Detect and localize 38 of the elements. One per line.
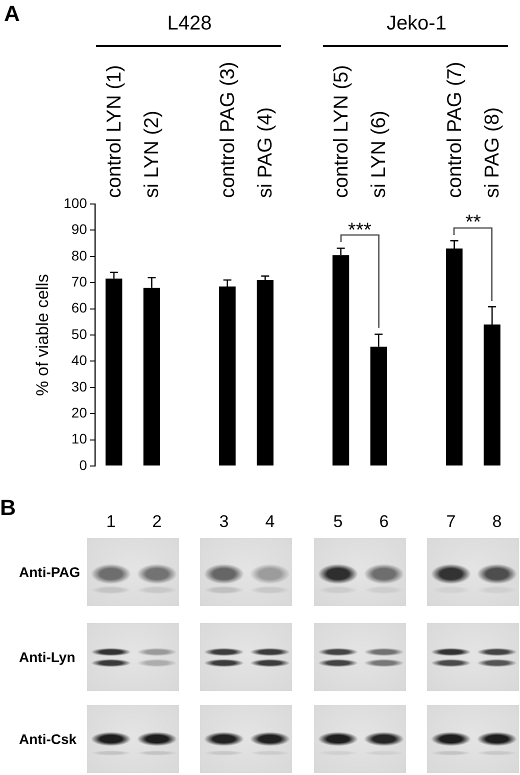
y-tick-label: 0 bbox=[79, 456, 88, 473]
category-label: 1 bbox=[106, 512, 116, 532]
category-label: 3 bbox=[219, 512, 229, 532]
x-tick-label: control PAG (3) bbox=[216, 62, 239, 198]
x-tick-label: si PAG (8) bbox=[482, 107, 504, 198]
text: A bbox=[4, 1, 20, 26]
x-tick-label: si LYN (6) bbox=[368, 110, 390, 198]
category-label: 5 bbox=[333, 512, 343, 532]
y-tick-label: 50 bbox=[71, 326, 88, 342]
y-tick-label: 10 bbox=[71, 430, 88, 447]
annotation: ** bbox=[465, 212, 482, 234]
y-axis-title: % of viable cells bbox=[32, 274, 52, 396]
bar bbox=[256, 280, 274, 466]
y-tick-label: 90 bbox=[71, 221, 88, 238]
y-tick-label: 60 bbox=[71, 300, 88, 316]
category-label: 2 bbox=[152, 512, 162, 532]
y-tick-label: 80 bbox=[71, 247, 88, 264]
x-tick-label: control PAG (7) bbox=[444, 62, 466, 198]
category-label: 8 bbox=[492, 512, 502, 532]
y-tick-label: 30 bbox=[71, 378, 88, 394]
category-label: Anti-PAG bbox=[19, 564, 80, 580]
y-tick-label: 20 bbox=[71, 404, 88, 420]
text: B bbox=[0, 495, 16, 520]
x-tick-label: control LYN (5) bbox=[330, 64, 352, 198]
x-tick-label: control LYN (1) bbox=[103, 64, 126, 198]
text: L428 bbox=[167, 12, 212, 35]
y-tick-label: 70 bbox=[71, 273, 88, 290]
x-tick-label: si PAG (4) bbox=[254, 107, 277, 198]
category-label: 4 bbox=[265, 512, 275, 532]
category-label: Anti-Csk bbox=[19, 731, 77, 747]
category-label: 6 bbox=[379, 512, 389, 532]
x-tick-label: si LYN (2) bbox=[141, 110, 164, 198]
y-tick-label: 40 bbox=[71, 352, 88, 368]
text: Jeko-1 bbox=[386, 12, 446, 35]
y-tick-label: 100 bbox=[64, 194, 88, 211]
category-label: 7 bbox=[446, 512, 456, 532]
annotation: *** bbox=[348, 219, 372, 242]
category-label: Anti-Lyn bbox=[19, 649, 76, 665]
